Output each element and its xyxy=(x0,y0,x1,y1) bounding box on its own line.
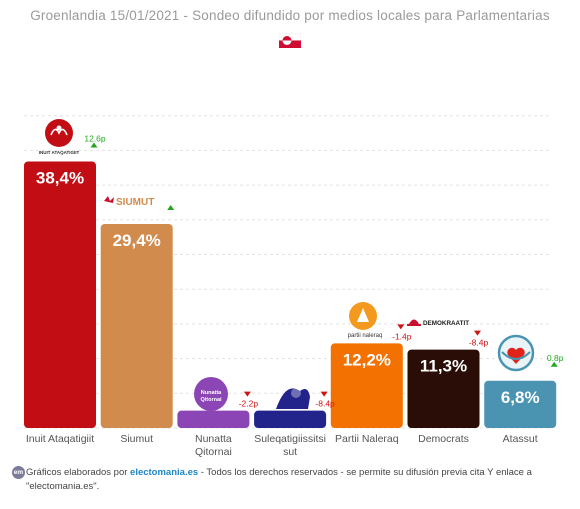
change-up-arrow xyxy=(167,204,175,210)
x-tick-label: Partii Naleraq xyxy=(335,433,399,445)
nunatta-logo-line1: Nunatta xyxy=(201,390,222,396)
footer-brand-link[interactable]: electomania.es xyxy=(130,467,199,479)
atassut-logo-icon xyxy=(497,334,535,372)
iap-logo-text: INUIT ATAQATIGIIT xyxy=(39,150,80,155)
naleraq-logo-text: partii naleraq xyxy=(348,333,383,339)
change-label: -2.2p xyxy=(239,399,259,409)
bar xyxy=(254,410,327,428)
bar xyxy=(177,410,250,428)
x-tick-label: Qitornai xyxy=(195,446,232,458)
x-tick-label: Inuit Ataqatigiit xyxy=(26,433,94,445)
change-label: -8.4p xyxy=(469,338,489,348)
bar xyxy=(484,380,557,428)
bar xyxy=(330,343,403,428)
siumut-logo-text: SIUMUT xyxy=(116,197,154,208)
suleqatigiissitsisut-logo-icon: SULEQATIGIISSITSISUT xyxy=(270,388,312,415)
bar-value-label: 29,4% xyxy=(113,231,161,250)
change-label: 0.8p xyxy=(547,353,564,363)
electomania-logo-icon: em xyxy=(12,466,25,479)
x-tick-label: Atassut xyxy=(503,433,538,445)
chart-title: Groenlandia 15/01/2021 - Sondeo difundid… xyxy=(30,8,550,23)
change-down-arrow xyxy=(397,324,405,330)
change-down-arrow xyxy=(243,391,251,397)
x-tick-label: Suleqatigiissitsi xyxy=(254,433,326,445)
nunatta-qitornai-logo-icon: Nunatta Qitornai xyxy=(194,377,228,411)
x-tick-label: Siumut xyxy=(120,433,153,445)
bar-value-label: 11,3% xyxy=(420,357,467,376)
suleq-logo-text: SULEQATIGIISSITSISUT xyxy=(270,411,312,415)
bar-value-label: 12,2% xyxy=(343,350,391,369)
change-up-arrow xyxy=(90,142,98,148)
change-label: -1.4p xyxy=(392,331,412,341)
change-down-arrow xyxy=(320,391,328,397)
change-label: 12.6p xyxy=(84,134,106,144)
siumut-logo-icon: SIUMUT xyxy=(104,196,154,208)
bar xyxy=(407,349,480,428)
footer: em Gráficos elaborados por electomania.es… xyxy=(12,466,572,494)
x-tick-label: Nunatta xyxy=(195,433,232,445)
bars xyxy=(24,161,557,428)
demokraatit-logo-text: DEMOKRAATIT xyxy=(423,320,469,327)
value-labels: 38,4% 29,4% 12,2% 11,3% 6,8% xyxy=(36,169,540,407)
footer-prefix: Gráficos elaborados por xyxy=(26,467,131,479)
demokraatit-logo-icon: DEMOKRAATIT xyxy=(407,319,469,327)
greenland-flag-icon xyxy=(279,33,301,48)
partii-naleraq-logo-icon: partii naleraq xyxy=(348,302,383,339)
footer-line2: "electomania.es". xyxy=(26,481,100,493)
footer-rights-text: - Todos los derechos reservados - se per… xyxy=(198,467,532,479)
change-labels: 12.6p -2.2p -8.4p -1.4p -8.4p 0.8p xyxy=(84,134,563,409)
nunatta-logo-line2: Qitornai xyxy=(200,397,222,403)
bar-value-label: 6,8% xyxy=(501,388,540,407)
change-down-arrow xyxy=(474,330,481,336)
bar-value-label: 38,4% xyxy=(36,169,84,188)
iap-logo-icon: INUIT ATAQATIGIIT xyxy=(39,119,80,155)
change-up-arrow xyxy=(550,361,558,367)
bar xyxy=(24,161,96,428)
change-label: -8.4p xyxy=(315,399,335,409)
x-tick-label: Democrats xyxy=(418,433,469,445)
x-tick-label: sut xyxy=(283,446,297,458)
bar xyxy=(100,223,173,428)
